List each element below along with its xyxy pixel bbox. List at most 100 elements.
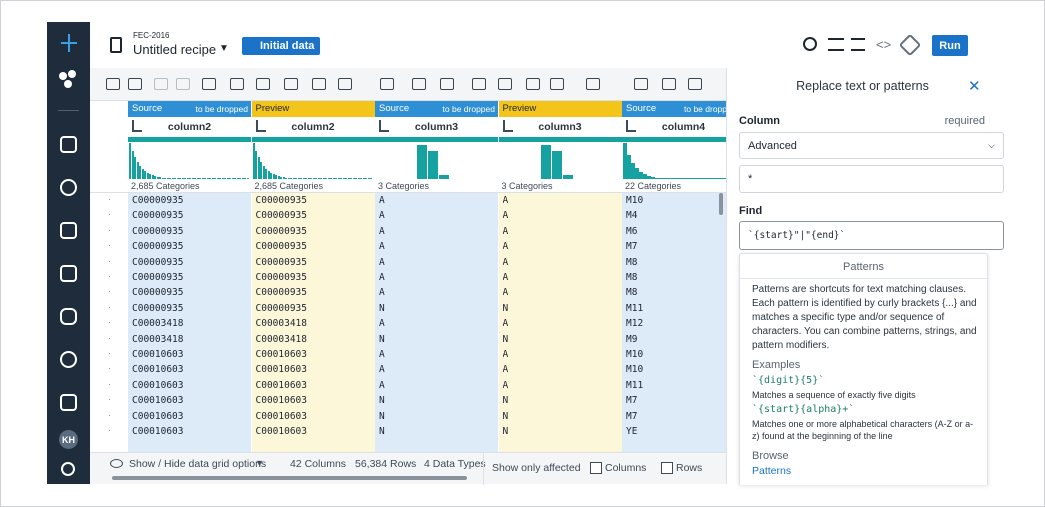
toolbar-button[interactable] [128, 78, 142, 90]
histogram-bar [551, 151, 562, 179]
histogram-bar [267, 170, 270, 179]
rows-checkbox-label[interactable]: Rows [676, 462, 703, 474]
grid-options-toggle[interactable]: Show / Hide data grid options [129, 458, 267, 470]
nav-home[interactable] [60, 136, 77, 153]
toolbar-button[interactable] [662, 78, 676, 90]
nav-jobs[interactable] [60, 351, 77, 368]
histogram-bar [282, 177, 285, 179]
mode-select[interactable]: Advanced ⌵ [739, 132, 1004, 159]
column-state-header: Preview [251, 101, 375, 117]
cell: C00003418 [132, 318, 184, 330]
cell: M8 [626, 287, 638, 299]
eye-icon [110, 459, 123, 468]
horizontal-scrollbar[interactable] [112, 476, 467, 480]
histogram-bar [211, 178, 214, 179]
pipette-icon[interactable] [898, 33, 922, 57]
toolbar-button[interactable] [526, 78, 540, 90]
histogram-bar [711, 178, 715, 179]
find-input[interactable]: `{start}"|"{end}` [739, 221, 1004, 250]
run-button[interactable]: Run [932, 35, 968, 56]
toolbar-button[interactable] [586, 78, 600, 90]
toolbar-button[interactable] [154, 78, 168, 90]
columns-checkbox-label[interactable]: Columns [605, 462, 647, 474]
example-description: Matches one or more alphabetical charact… [752, 419, 974, 441]
column-count: 42 Columns [290, 458, 347, 470]
histogram-bar [297, 178, 300, 179]
code-icon[interactable]: <> [876, 37, 892, 52]
toolbar-button[interactable] [230, 78, 244, 90]
cell: M10 [626, 195, 644, 206]
nav-flows[interactable] [59, 70, 77, 88]
histogram-bar [635, 168, 639, 179]
histogram-bar [231, 178, 234, 179]
transform-panel: Replace text or patterns ✕ Column requir… [726, 68, 1004, 485]
histogram-bar [184, 178, 186, 179]
type-icon-glyph [626, 120, 636, 132]
histogram-bar [687, 178, 691, 179]
avatar[interactable]: KH [59, 430, 78, 449]
toolbar-button[interactable] [472, 78, 486, 90]
histogram-bar [285, 177, 287, 179]
histogram-bar [367, 178, 370, 179]
search-icon[interactable] [803, 37, 817, 51]
cell: A [502, 195, 509, 206]
cell: M7 [626, 395, 638, 407]
list-icon[interactable] [828, 38, 844, 51]
toolbar-button[interactable] [634, 78, 648, 90]
category-count: 3 Categories [501, 181, 553, 191]
toggle-caret[interactable]: ▼ [255, 458, 264, 468]
recipe-caret[interactable]: ▼ [219, 43, 229, 54]
category-count: 2,685 Categories [131, 181, 200, 191]
cell: N [502, 395, 509, 407]
histogram-bar [540, 145, 551, 179]
steps-icon[interactable] [851, 38, 865, 51]
column-input[interactable]: * [739, 165, 1004, 193]
toolbar-button[interactable] [176, 78, 190, 90]
histogram-bar [655, 177, 659, 179]
close-button[interactable]: ✕ [968, 78, 981, 95]
cell: A [379, 195, 385, 206]
histogram-bar [332, 178, 335, 179]
nav-database[interactable] [60, 308, 77, 325]
recipe-name[interactable]: Untitled recipe [133, 42, 217, 57]
toolbar-button[interactable] [202, 78, 216, 90]
histogram-bar [134, 157, 136, 179]
histogram-bar [206, 178, 209, 179]
toolbar-button[interactable] [412, 78, 426, 90]
toolbar-button[interactable] [440, 78, 454, 90]
browse-link[interactable]: Patterns [752, 465, 792, 477]
toolbar-button[interactable] [380, 78, 394, 90]
type-icon-glyph [255, 120, 266, 132]
row-marker: · [108, 286, 111, 297]
histogram-bar [659, 178, 663, 179]
toolbar-button[interactable] [256, 78, 270, 90]
columns-checkbox[interactable] [590, 462, 602, 474]
toolbar-button[interactable] [688, 78, 702, 90]
quality-bar [128, 137, 251, 142]
cell: A [502, 379, 509, 391]
quality-bar [251, 137, 375, 142]
cell: N [502, 302, 509, 314]
histogram-bar [265, 168, 267, 179]
toolbar-button[interactable] [550, 78, 564, 90]
histogram-bar [302, 178, 305, 179]
toolbar-button[interactable] [284, 78, 298, 90]
toolbar-button[interactable] [338, 78, 352, 90]
nav-schedule[interactable] [60, 394, 77, 411]
toolbar-button[interactable] [498, 78, 512, 90]
histogram-bar [305, 178, 307, 179]
logo [61, 34, 77, 52]
nav-settings[interactable] [61, 462, 75, 476]
histogram-bar [362, 178, 365, 179]
histogram-bar [723, 178, 726, 179]
row-marker: · [108, 394, 111, 405]
nav-flow[interactable] [60, 179, 77, 196]
nav-import[interactable] [60, 222, 77, 239]
dataset-button[interactable]: Initial data [242, 37, 321, 55]
rows-checkbox[interactable] [661, 462, 673, 474]
toolbar-button[interactable] [106, 78, 120, 90]
find-label: Find [739, 205, 763, 217]
nav-library[interactable] [60, 265, 77, 282]
toolbar-button[interactable] [312, 78, 326, 90]
histogram-bar [342, 178, 345, 179]
